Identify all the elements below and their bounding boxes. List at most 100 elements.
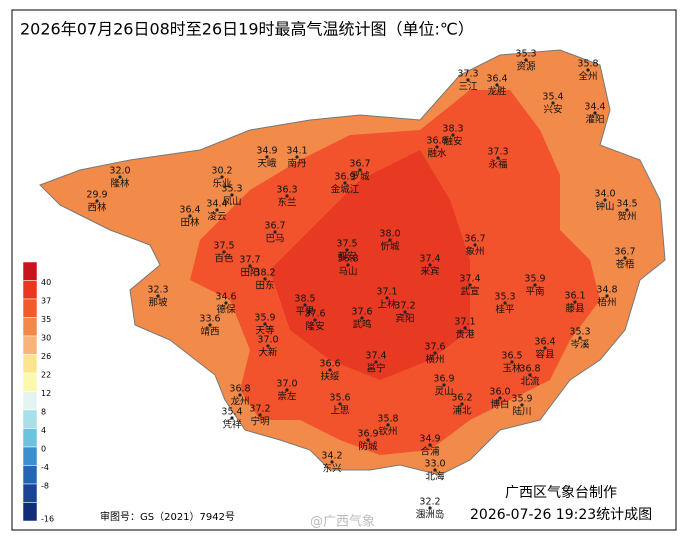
station-dot — [503, 301, 507, 305]
station-name: 金城江 — [331, 184, 360, 196]
station-name: 巴马 — [265, 234, 284, 245]
station-value: 37.3 — [487, 147, 508, 158]
station-dot — [388, 238, 392, 242]
station-name: 百色 — [214, 253, 234, 265]
station-dot — [156, 294, 160, 298]
station-value: 36.3 — [276, 185, 297, 196]
station-name: 博白 — [490, 399, 509, 411]
station-value: 37.6 — [424, 342, 445, 353]
station-dot — [330, 460, 334, 464]
station-name: 北海 — [425, 471, 445, 483]
station-dot — [433, 468, 437, 472]
station-name: 玉林 — [502, 363, 522, 375]
legend-swatch — [22, 261, 38, 281]
station-dot — [263, 322, 267, 326]
station-dot — [468, 283, 472, 287]
station-value: 33.6 — [199, 314, 220, 325]
station-value: 34.8 — [596, 285, 617, 296]
map-approval: 审图号：GS（2021）7942号 — [100, 510, 235, 523]
station-value: 34.1 — [286, 146, 307, 157]
station-value: 34.4 — [584, 102, 605, 113]
station-name: 融安 — [443, 136, 462, 148]
station-value: 35.4 — [221, 407, 242, 418]
station-dot — [345, 248, 349, 252]
producer: 广西区气象台制作 — [505, 485, 617, 501]
station-name: 凤山 — [222, 197, 241, 208]
station-name: 三江 — [458, 82, 478, 93]
station-dot — [295, 155, 299, 159]
station-name: 平果 — [295, 307, 315, 318]
legend-label: 0 — [41, 445, 46, 454]
station-value: 35.9 — [254, 313, 275, 324]
made-time: 2026-07-26 19:23统计成图 — [470, 507, 652, 523]
station-dot — [428, 263, 432, 267]
station-name: 德保 — [216, 304, 236, 316]
station-value: 36.8 — [229, 384, 250, 395]
station-value: 35.3 — [221, 184, 242, 195]
station-dot — [338, 402, 342, 406]
station-name: 灵山 — [434, 387, 453, 398]
station-name: 桂平 — [495, 304, 515, 316]
station-value: 36.7 — [349, 159, 370, 170]
station-value: 36.9 — [433, 374, 454, 385]
station-value: 37.5 — [213, 241, 234, 252]
station-dot — [215, 208, 219, 212]
station-name: 涠洲岛 — [416, 509, 445, 521]
station-name: 兴安 — [543, 104, 562, 116]
station-name: 资源 — [516, 62, 536, 73]
station-value: 37.5 — [336, 239, 357, 250]
station-name: 大新 — [258, 347, 278, 359]
legend-label: 22 — [41, 371, 51, 380]
station-dot — [528, 373, 532, 377]
station-name: 藤县 — [565, 303, 584, 315]
station-name: 凭祥 — [222, 419, 242, 431]
station-value: 36.9 — [357, 429, 378, 440]
station-value: 35.9 — [511, 394, 532, 405]
station-dot — [520, 403, 524, 407]
station-dot — [188, 214, 192, 218]
station-name: 武鸣 — [352, 319, 371, 331]
station-value: 37.0 — [276, 379, 297, 390]
station-value: 37.0 — [257, 335, 278, 346]
station-name: 贺州 — [617, 211, 636, 223]
station-name: 来宾 — [420, 266, 439, 278]
station-value: 35.4 — [542, 92, 563, 103]
legend-swatch — [22, 428, 38, 448]
legend-swatch — [22, 409, 38, 429]
station-dot — [442, 383, 446, 387]
station-name: 容县 — [535, 349, 554, 361]
station-value: 30.2 — [211, 166, 232, 177]
station-dot — [303, 303, 307, 307]
station-dot — [374, 360, 378, 364]
station-name: 龙胜 — [487, 86, 507, 98]
legend-label: 40 — [41, 278, 51, 287]
legend-label: 4 — [41, 426, 46, 435]
station-name: 宁明 — [250, 416, 269, 428]
station-value: 34.2 — [321, 451, 342, 462]
legend-swatch — [22, 298, 38, 318]
station-dot — [263, 277, 267, 281]
station-dot — [573, 300, 577, 304]
station-dot — [510, 360, 514, 364]
station-name: 扶绥 — [320, 371, 340, 383]
station-value: 37.6 — [304, 309, 325, 320]
station-value: 35.8 — [377, 414, 398, 425]
station-dot — [473, 243, 477, 247]
station-dot — [428, 443, 432, 447]
station-name: 合浦 — [420, 446, 440, 458]
station-dot — [496, 156, 500, 160]
station-value: 33.0 — [424, 459, 445, 470]
station-dot — [313, 318, 317, 322]
station-dot — [551, 101, 555, 105]
station-dot — [258, 413, 262, 417]
station-value: 37.3 — [457, 69, 478, 80]
station-name: 忻城 — [380, 241, 400, 253]
station-value: 35.3 — [515, 49, 536, 60]
station-dot — [285, 194, 289, 198]
legend-swatch — [22, 502, 38, 522]
legend-swatch — [22, 446, 38, 466]
legend-swatch — [22, 317, 38, 337]
station-name: 岑溪 — [570, 339, 590, 351]
station-name: 南丹 — [287, 158, 306, 170]
